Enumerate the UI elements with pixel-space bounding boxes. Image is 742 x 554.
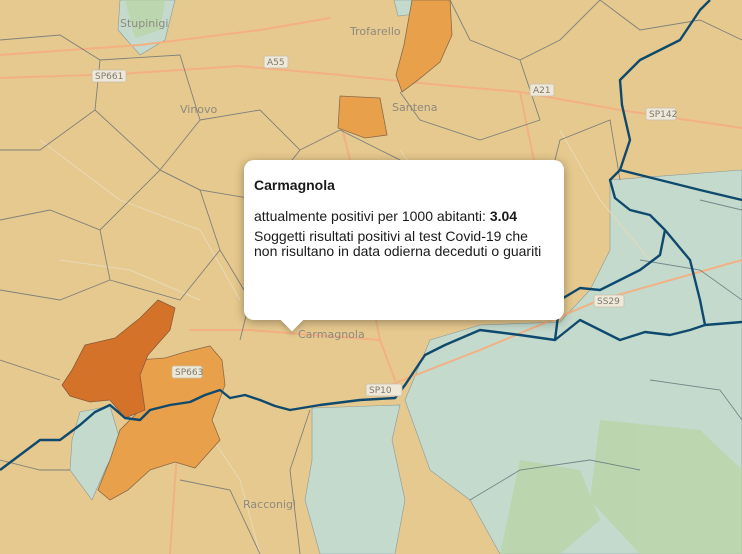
municipality-popup: Carmagnola attualmente positivi per 1000… (244, 160, 564, 332)
place-label-stupinigi: Stupinigi (120, 17, 168, 30)
province-border (0, 0, 742, 471)
park-areas (125, 0, 742, 554)
road-label-ss29: SS29 (597, 297, 620, 307)
place-labels: Trofarello Vinovo Santena Carmagnola Rac… (120, 17, 438, 511)
road-label-a21: A21 (533, 86, 551, 96)
road-shields: SP661 A55 A21 SP142 SP10 SS29 SP663 (91, 55, 677, 397)
popup-metric-label: attualmente positivi per 1000 abitanti: (254, 208, 486, 224)
road-label-sp661: SP10 (369, 386, 392, 396)
road-label-sp663: SP663 (175, 368, 203, 378)
high-incidence-areas (61, 299, 176, 419)
road-label-a55: A55 (267, 58, 285, 68)
place-label-trofarello: Trofarello (349, 25, 401, 38)
popup-metric: attualmente positivi per 1000 abitanti: … (254, 208, 554, 224)
place-label-racconigi: Racconigi (243, 498, 296, 511)
place-label-carmagnola: Carmagnola (298, 328, 365, 341)
popup-title: Carmagnola (254, 177, 335, 193)
medium-incidence-areas (97, 0, 453, 501)
popup-description: Soggetti risultati positivi al test Covi… (254, 228, 542, 259)
place-label-vinovo: Vinovo (180, 103, 218, 116)
place-label-santena: Santena (392, 101, 438, 114)
road-label-sp10: SP142 (649, 110, 677, 120)
popup-metric-value: 3.04 (489, 208, 518, 224)
road-label-sp142: SP661 (95, 72, 123, 82)
